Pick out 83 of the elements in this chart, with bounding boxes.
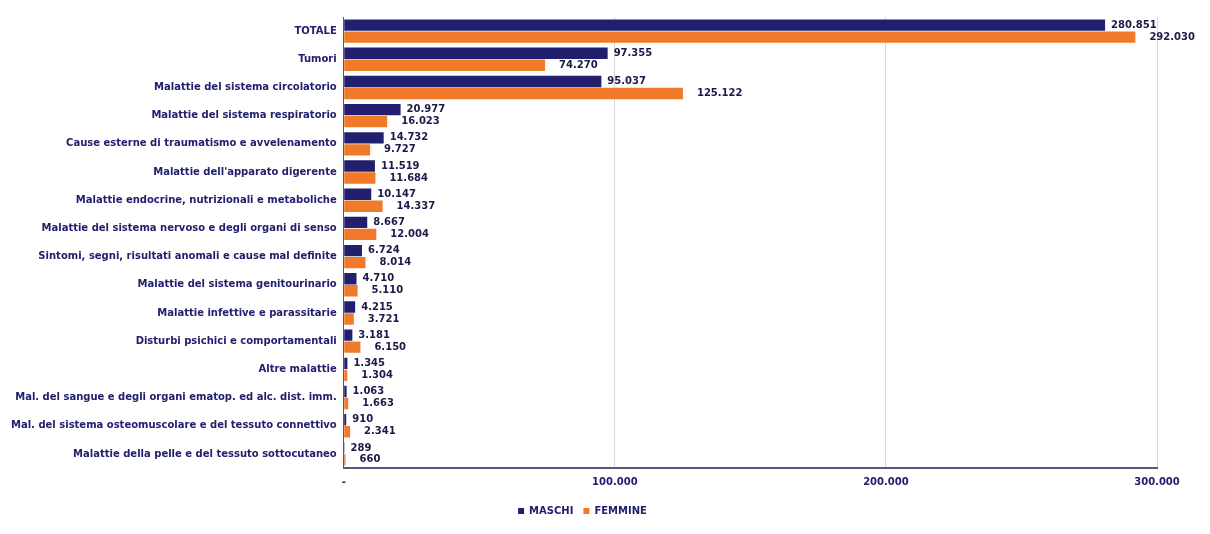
- data-label: 11.519: [380, 159, 420, 171]
- x-tick-label: 300.000: [1134, 475, 1180, 487]
- data-label: 660: [359, 453, 381, 465]
- bar: [344, 369, 348, 382]
- y-tick-label: Malattie dell'apparato digerente: [153, 165, 337, 177]
- y-tick-label: Malattie del sistema respiratorio: [151, 109, 337, 121]
- data-label: 1.063: [352, 385, 385, 397]
- x-tick-label: 200.000: [863, 475, 909, 487]
- data-label: 910: [352, 413, 374, 425]
- data-label: 20.977: [406, 103, 446, 115]
- bar: [344, 47, 608, 59]
- bar: [344, 200, 383, 212]
- data-label: 4.215: [361, 300, 393, 312]
- bar: [344, 273, 357, 285]
- data-label: 14.337: [396, 199, 436, 211]
- bar: [344, 160, 375, 172]
- bar: [344, 172, 376, 184]
- y-tick-label: Cause esterne di traumatismo e avvelenamento: [66, 137, 337, 149]
- bar: [344, 228, 377, 241]
- data-label: 289: [350, 441, 372, 453]
- x-tick-label: 100.000: [592, 475, 638, 487]
- data-label: 95.037: [607, 75, 647, 87]
- data-label: 280.851: [1111, 18, 1157, 30]
- bar: [344, 341, 361, 353]
- data-label: 1.345: [353, 356, 386, 368]
- legend-label: MASCHI: [529, 504, 574, 516]
- data-label: 9.727: [384, 143, 416, 155]
- bar: [344, 87, 683, 100]
- bar: [344, 115, 388, 128]
- bar: [344, 75, 602, 88]
- bar: [344, 397, 349, 410]
- y-tick-label: Mal. del sistema osteomuscolare e del tessuto connettivo: [10, 419, 337, 431]
- bar: [344, 256, 366, 269]
- data-label: 8.014: [379, 256, 412, 268]
- bar: [344, 244, 362, 257]
- data-label: 11.684: [389, 171, 429, 183]
- y-tick-label: TOTALE: [294, 24, 337, 36]
- bar: [344, 19, 1106, 31]
- data-label: 6.724: [367, 244, 400, 256]
- bar: [344, 426, 351, 438]
- y-tick-label: Tumori: [298, 52, 337, 64]
- bar: [344, 285, 358, 297]
- data-label: 3.721: [367, 312, 400, 324]
- data-label: 74.270: [559, 58, 598, 70]
- y-tick-label: Altre malattie: [258, 362, 337, 374]
- y-tick-label: Malattie endocrine, nutrizionali e metaboliche: [75, 193, 337, 205]
- y-tick-label: Mal. del sangue e degli organi ematop. ed alc. dist. imm.: [15, 391, 337, 403]
- data-label: 5.110: [371, 284, 404, 296]
- bar: [344, 144, 371, 156]
- y-tick-label: Malattie del sistema nervoso e degli organi di senso: [41, 222, 337, 233]
- bar: [344, 132, 384, 144]
- bar: [344, 188, 372, 200]
- y-tick-label: Malattie del sistema genitourinario: [137, 278, 337, 290]
- bar: [344, 385, 347, 398]
- bar: [344, 329, 353, 341]
- y-tick-label: Malattie della pelle e del tessuto sottocutaneo: [73, 447, 337, 459]
- y-tick-label: Sintomi, segni, risultati anomali e cause mal definite: [38, 250, 337, 262]
- data-label: 125.122: [696, 87, 743, 99]
- data-label: 2.341: [364, 425, 396, 437]
- bar: [344, 313, 354, 325]
- bar: [344, 103, 401, 116]
- data-label: 14.732: [389, 131, 429, 143]
- data-label: 4.710: [362, 272, 395, 284]
- bar: [344, 301, 356, 313]
- data-label: 6.150: [374, 340, 407, 352]
- bar: [344, 31, 1136, 43]
- bar: [344, 216, 368, 229]
- data-label: 3.181: [358, 328, 391, 340]
- y-tick-label: Malattie infettive e parassitarie: [157, 306, 337, 318]
- data-label: 10.147: [377, 187, 416, 199]
- data-label: 292.030: [1149, 30, 1195, 42]
- data-label: 1.304: [361, 368, 393, 380]
- data-label: 1.663: [362, 397, 394, 409]
- y-tick-label: Malattie del sistema circolatorio: [154, 81, 337, 93]
- bar: [344, 357, 348, 370]
- x-tick-label: -: [341, 475, 346, 487]
- data-label: 12.004: [390, 227, 429, 239]
- data-label: 16.023: [401, 115, 440, 127]
- legend-label: FEMMINE: [594, 504, 648, 516]
- data-label: 97.355: [613, 46, 653, 58]
- y-tick-label: Disturbi psichici e comportamentali: [135, 334, 337, 346]
- bar: [344, 59, 546, 71]
- data-label: 8.667: [373, 216, 405, 228]
